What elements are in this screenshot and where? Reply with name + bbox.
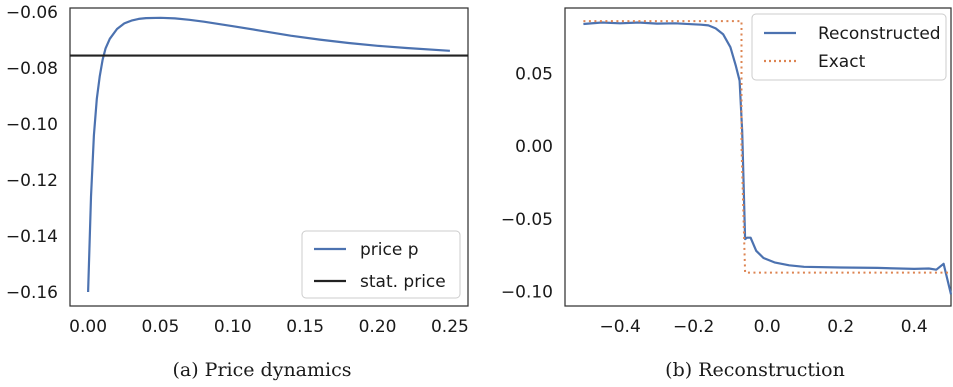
x-tick-label: 0.25	[431, 317, 469, 337]
x-tick-labels: 0.00 0.05 0.10 0.15 0.20 0.25	[69, 317, 469, 337]
legend: Reconstructed Exact	[751, 13, 947, 81]
caption-a: (a) Price dynamics	[172, 359, 351, 381]
x-tick-label: 0.15	[286, 317, 324, 337]
series-lines	[583, 20, 953, 295]
x-tick-label: 0.00	[69, 317, 107, 337]
legend-box	[751, 13, 947, 81]
x-tick-label: −0.2	[673, 317, 714, 337]
chart-reconstruction: 0.05 0.00 −0.05 −0.10 −0.4 −0.2 0.0 0.2 0.4 Rec…	[501, 7, 953, 381]
legend-label-stat-price: stat. price	[360, 272, 446, 292]
x-tick-label: 0.2	[827, 317, 854, 337]
y-tick-label: −0.08	[6, 59, 58, 79]
y-tick-label: −0.06	[6, 3, 58, 23]
plot-frame	[564, 7, 952, 307]
legend-label-price-p: price p	[360, 240, 419, 260]
y-tick-label: −0.10	[501, 282, 553, 302]
y-tick-label: −0.16	[6, 283, 58, 303]
caption-b: (b) Reconstruction	[665, 359, 845, 381]
y-tick-label: −0.14	[6, 227, 58, 247]
legend-label-exact: Exact	[818, 52, 866, 72]
legend-label-reconstructed: Reconstructed	[818, 24, 941, 44]
x-tick-label: 0.10	[214, 317, 252, 337]
x-tick-label: 0.4	[901, 317, 928, 337]
y-tick-labels: −0.06 −0.08 −0.10 −0.12 −0.14 −0.16	[6, 3, 58, 303]
y-tick-labels: 0.05 0.00 −0.05 −0.10	[501, 64, 553, 302]
series-line-price-p	[87, 16, 450, 293]
y-tick-label: −0.10	[6, 115, 58, 135]
y-tick-label: 0.00	[515, 137, 553, 157]
plot-frame	[69, 7, 469, 307]
series-line-reconstructed	[583, 21, 953, 295]
x-tick-label: 0.0	[754, 317, 781, 337]
x-tick-label: −0.4	[600, 317, 641, 337]
y-tick-label: −0.05	[501, 210, 553, 230]
y-tick-label: −0.12	[6, 171, 58, 191]
series-lines	[70, 16, 468, 293]
y-tick-label: 0.05	[515, 64, 553, 84]
chart-price-dynamics: −0.06−0.08−0.10−0.12−0.14−0.16 0.00 0.05 0…	[6, 3, 469, 381]
legend: price p stat. price	[301, 230, 461, 299]
x-tick-label: 0.05	[142, 317, 180, 337]
series-line-exact	[583, 20, 951, 274]
x-tick-labels: −0.4 −0.2 0.0 0.2 0.4	[600, 317, 928, 337]
x-tick-label: 0.20	[359, 317, 397, 337]
